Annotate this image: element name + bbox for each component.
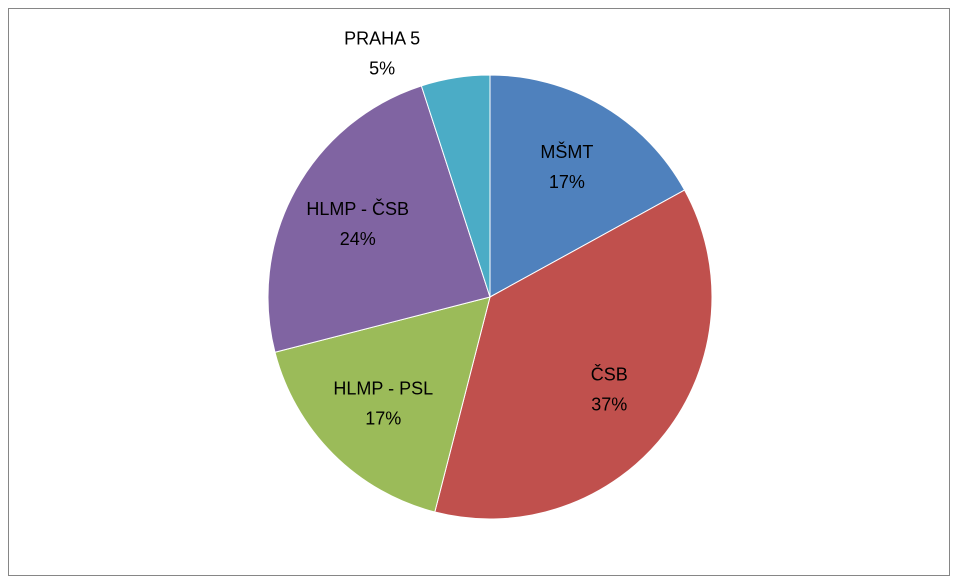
slice-value-label: 17%: [549, 172, 585, 192]
pie-slice: [434, 189, 713, 520]
slice-value-label: 24%: [340, 229, 376, 249]
pie-slice: [489, 74, 686, 298]
slice-label: HLMP - ČSB: [306, 198, 409, 219]
pie-slice: [274, 296, 491, 513]
pie-slice: [267, 85, 491, 353]
slice-label: PRAHA 5: [344, 29, 420, 49]
slice-label: ČSB: [591, 363, 628, 384]
slice-value-label: 5%: [369, 59, 395, 79]
slice-label: HLMP - PSL: [333, 378, 433, 398]
slice-value-label: 17%: [365, 408, 401, 428]
pie-slice: [420, 74, 491, 298]
slice-label: MŠMT: [540, 141, 593, 162]
slice-value-label: 37%: [591, 394, 627, 414]
